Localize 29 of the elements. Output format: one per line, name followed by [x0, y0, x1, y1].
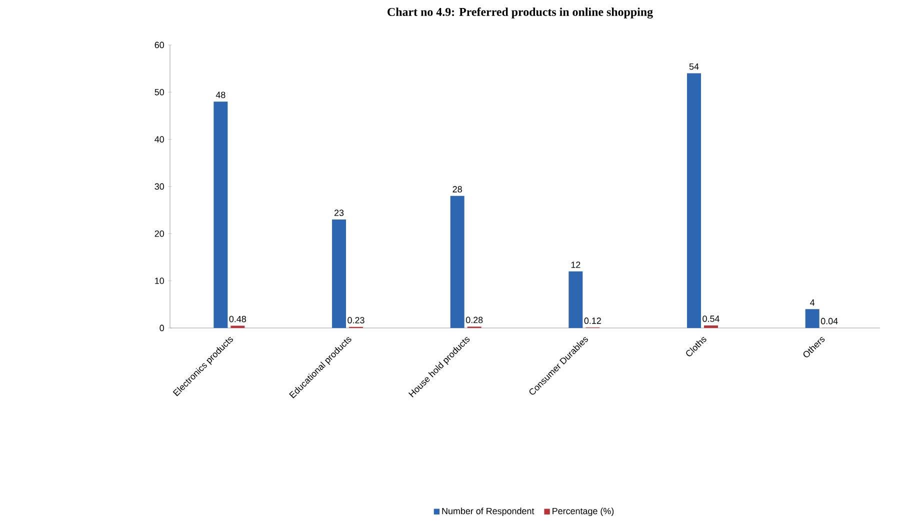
data-label: 0.23 [348, 317, 364, 324]
y-tick-label: 0 [160, 324, 164, 332]
data-label: 48 [216, 92, 226, 98]
data-label: 0.48 [229, 316, 246, 322]
legend-label: Number of Respondent [442, 508, 534, 516]
y-tick-label: 60 [154, 42, 164, 48]
y-tick-label: 20 [154, 230, 164, 237]
bar [805, 309, 820, 328]
bar [704, 325, 718, 328]
data-label: 0.12 [584, 318, 601, 324]
chart-title: Chart no 4.9: Preferred products in online shopping [388, 7, 653, 19]
y-tick-label: 30 [154, 183, 164, 190]
data-label: 0.54 [702, 316, 720, 322]
bar [332, 220, 346, 328]
data-label: 28 [452, 186, 462, 192]
data-label: 54 [689, 64, 699, 70]
data-label: 0.28 [466, 316, 483, 324]
data-label: 4 [810, 299, 815, 306]
data-label: 0.04 [820, 318, 838, 324]
bar [687, 73, 702, 328]
legend-label: Percentage (%) [552, 508, 614, 516]
data-label: 23 [334, 210, 344, 216]
bar [450, 196, 464, 328]
bar [214, 102, 228, 328]
data-label: 12 [571, 262, 580, 268]
y-tick-label: 50 [154, 88, 164, 96]
y-tick-label: 40 [154, 136, 164, 142]
bar [568, 271, 583, 328]
y-tick-label: 10 [155, 278, 164, 284]
